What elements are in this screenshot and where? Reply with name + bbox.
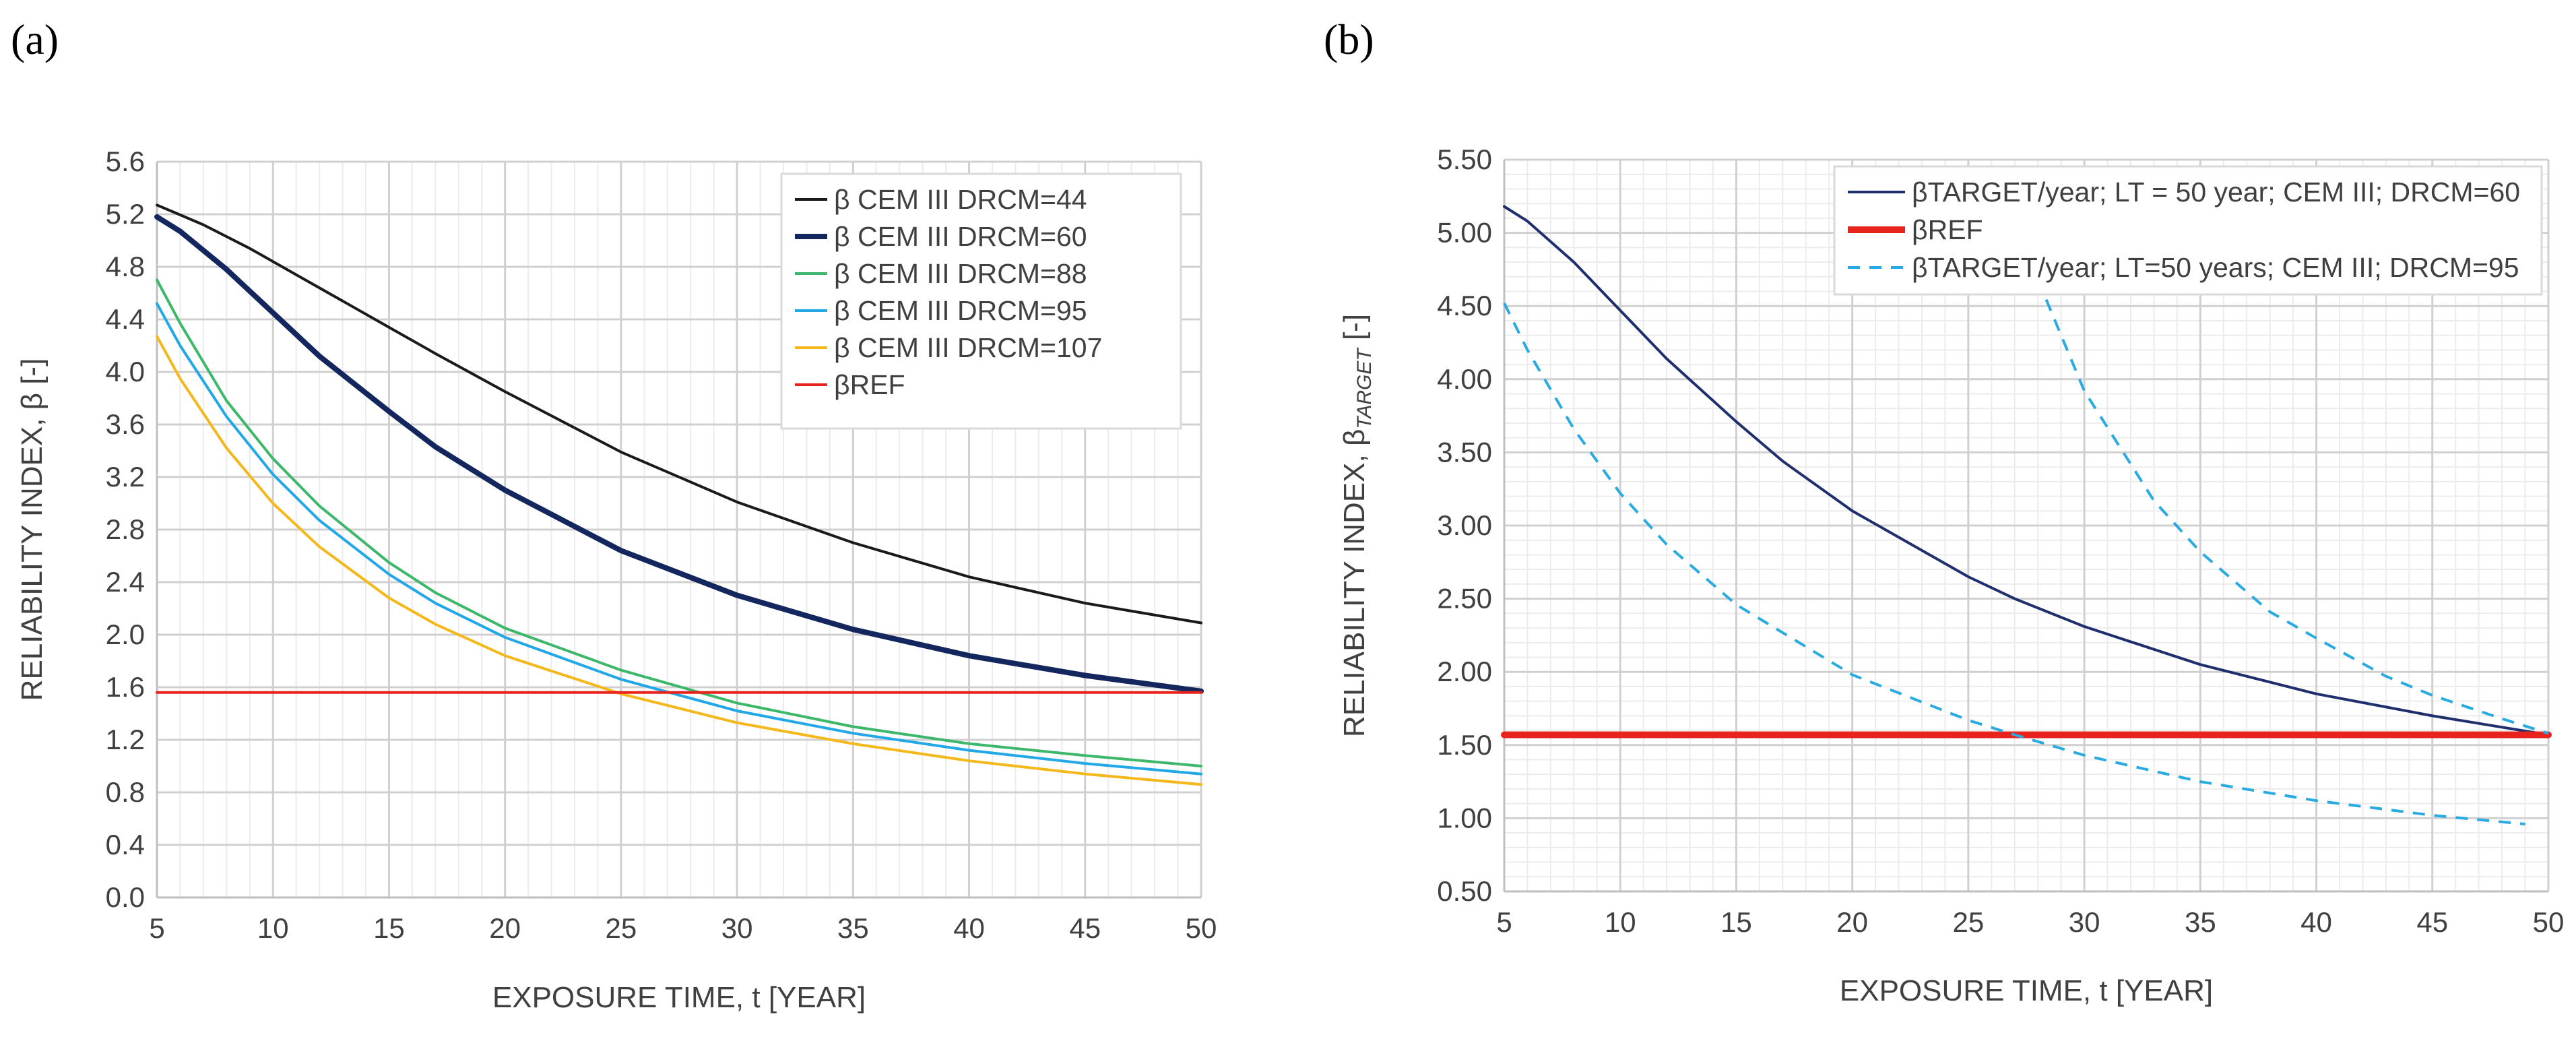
series-group: [1501, 205, 2552, 826]
y-tick-label: 4.8: [106, 251, 145, 282]
x-tick-label: 25: [606, 912, 637, 944]
y-tick-label: 1.2: [106, 724, 145, 755]
x-axis-title: EXPOSURE TIME, t [YEAR]: [492, 981, 866, 1014]
x-tick-label: 10: [257, 912, 289, 944]
legend-label: βREF: [1912, 214, 1983, 245]
legend-label: β CEM III DRCM=88: [834, 258, 1087, 289]
x-tick-label: 20: [1836, 906, 1868, 938]
panel-label-a: (a): [11, 15, 59, 63]
legend: β CEM III DRCM=44 β CEM III DRCM=60 β CEM …: [780, 172, 1182, 430]
y-tick-label: 0.4: [106, 829, 145, 860]
legend-box: [1833, 165, 2543, 296]
series-line--cem-iii-drcm-44: [156, 203, 1202, 625]
y-tick-label: 2.8: [106, 513, 145, 545]
chart-a: 5 10 15 20 25 30 35 40 45 50 0.0 0.4 0.8 1.2 1.6 2.0 2.4…: [15, 146, 1217, 1014]
y-tick-label: 4.00: [1437, 363, 1492, 395]
series-line--target-year-lt-50-years-cem-iii-drcm-95: [1503, 303, 2525, 826]
legend-label: β CEM III DRCM=44: [834, 184, 1087, 215]
x-tick-label: 30: [2069, 906, 2100, 938]
y-tick-label: 1.6: [106, 671, 145, 703]
y-tick-label: 3.2: [106, 461, 145, 493]
y-axis-title: RELIABILITY INDEX, βTARGET [-]: [1338, 314, 1376, 737]
x-tick-label: 30: [721, 912, 753, 944]
x-tick-label: 45: [2416, 906, 2448, 938]
x-tick-label: 20: [489, 912, 521, 944]
x-tick-label: 25: [1953, 906, 1985, 938]
x-tick-label: 10: [1605, 906, 1636, 938]
chart-b: 5 10 15 20 25 30 35 40 45 50 0.50 1.00 1.50 2.00 2.50 3…: [1338, 144, 2564, 1007]
y-tick-label: 5.50: [1437, 144, 1492, 175]
legend-label: β CEM III DRCM=60: [834, 221, 1087, 252]
x-tick-label: 40: [953, 912, 985, 944]
y-axis-title-subscript: TARGET: [1353, 347, 1376, 429]
x-tick-label: 5: [1496, 906, 1512, 938]
x-tick-label: 15: [373, 912, 405, 944]
legend-label: βTARGET/year; LT=50 years; CEM III; DRCM…: [1912, 252, 2519, 283]
x-tick-label: 5: [149, 912, 164, 944]
y-tick-label: 5.6: [106, 146, 145, 177]
series-group: [154, 203, 1204, 786]
series-line--target-year-lt-50-year-cem-iii-drcm-60: [1503, 205, 2550, 736]
y-axis-title: RELIABILITY INDEX, β [-]: [15, 358, 49, 701]
minor-grid: [1504, 160, 2548, 891]
x-tick-label: 50: [1186, 912, 1217, 944]
series-line--cem-iii-drcm-60: [154, 214, 1204, 694]
series-line-continuation: [2036, 279, 2549, 735]
y-tick-label: 4.50: [1437, 290, 1492, 321]
x-tick-label: 35: [837, 912, 869, 944]
y-tick-label: 4.4: [106, 303, 145, 335]
y-tick-label: 2.4: [106, 566, 145, 598]
y-tick-label: 0.0: [106, 881, 145, 913]
x-tick-label: 35: [2185, 906, 2216, 938]
y-axis-title-main: RELIABILITY INDEX, β: [1338, 429, 1371, 737]
x-tick-label: 15: [1720, 906, 1752, 938]
y-tick-label: 1.50: [1437, 729, 1492, 761]
y-tick-label: 3.50: [1437, 436, 1492, 468]
legend-box: [780, 172, 1182, 430]
panel-label-b: (b): [1324, 15, 1374, 63]
x-tick-label: 40: [2300, 906, 2332, 938]
x-tick-label: 45: [1069, 912, 1101, 944]
y-tick-label: 4.0: [106, 356, 145, 387]
x-tick-label: 50: [2533, 906, 2565, 938]
series-line--cem-iii-drcm-95: [156, 302, 1202, 776]
y-tick-label: 3.6: [106, 408, 145, 440]
y-tick-label: 5.00: [1437, 217, 1492, 249]
legend-label: β CEM III DRCM=95: [834, 295, 1087, 326]
y-tick-label: 2.00: [1437, 656, 1492, 687]
series-line--cem-iii-drcm-107: [156, 335, 1202, 786]
legend-label: β CEM III DRCM=107: [834, 332, 1102, 363]
y-tick-label: 5.2: [106, 198, 145, 230]
legend-label: βTARGET/year; LT = 50 year; CEM III; DRC…: [1912, 177, 2520, 208]
series-line--cem-iii-drcm-88: [156, 278, 1202, 767]
y-axis-title-unit: [-]: [1338, 314, 1371, 348]
y-tick-label: 3.00: [1437, 509, 1492, 541]
legend: βTARGET/year; LT = 50 year; CEM III; DRC…: [1833, 165, 2543, 296]
y-tick-label: 1.00: [1437, 802, 1492, 833]
y-tick-label: 0.8: [106, 776, 145, 808]
x-axis-title: EXPOSURE TIME, t [YEAR]: [1840, 974, 2213, 1007]
y-tick-label: 2.50: [1437, 583, 1492, 614]
y-tick-label: 0.50: [1437, 875, 1492, 907]
legend-label: βREF: [834, 369, 905, 400]
y-tick-label: 2.0: [106, 619, 145, 650]
